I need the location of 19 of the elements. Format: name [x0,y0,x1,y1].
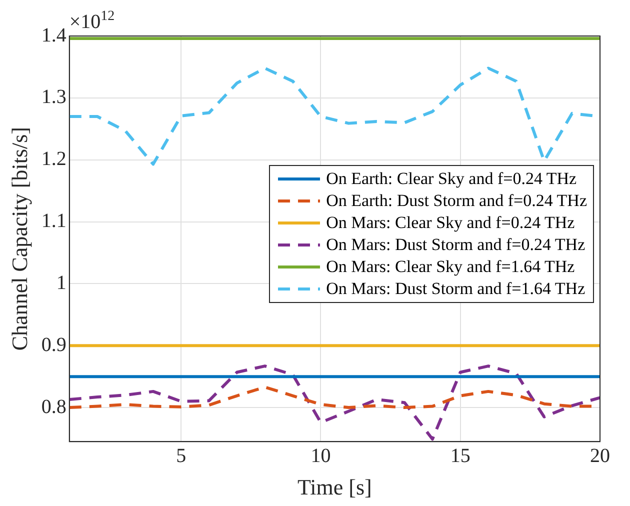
y-tick-label: 1.4 [41,24,66,46]
y-tick-label: 1.2 [41,148,66,170]
x-tick-label: 20 [590,444,610,467]
x-tick-label: 10 [310,444,331,467]
x-axis-title: Time [s] [298,474,372,500]
y-tick-label: 1.3 [41,86,66,108]
legend-label: On Earth: Dust Storm and f=0.24 THz [326,191,587,211]
y-tick-label: 0.9 [41,334,66,356]
legend-label: On Mars: Dust Storm and f=0.24 THz [326,235,586,255]
x-tick-label: 5 [176,444,186,467]
y-tick-label: 1.1 [41,210,66,232]
y-axis-title: Channel Capacity [bits/s] [6,126,32,351]
y-tick-label: 1 [56,272,66,294]
y-tick-label: 0.8 [41,396,66,418]
legend-label: On Mars: Dust Storm and f=1.64 THz [326,279,586,299]
x-tick-label: 15 [450,444,470,467]
legend-label: On Mars: Clear Sky and f=1.64 THz [326,257,575,277]
legend-label: On Earth: Clear Sky and f=0.24 THz [326,169,577,189]
legend-label: On Mars: Clear Sky and f=0.24 THz [326,213,575,233]
